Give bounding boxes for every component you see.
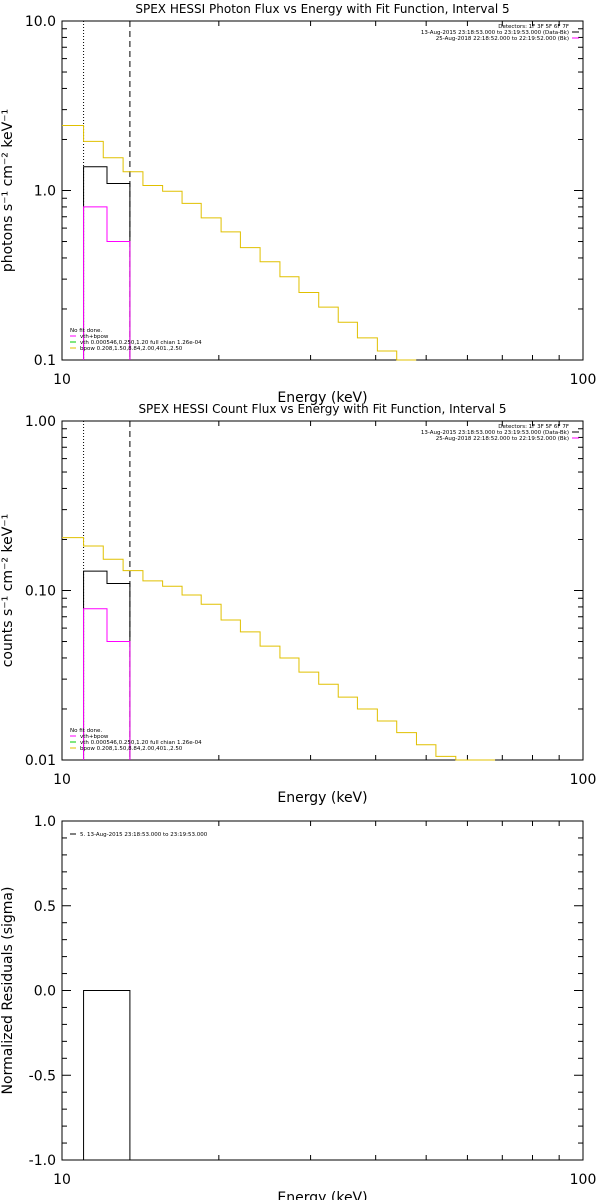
y-tick-label: 0.0 bbox=[34, 984, 56, 1000]
chart-title: SPEX HESSI Photon Flux vs Energy with Fi… bbox=[135, 2, 509, 16]
legend-entry: vth 0.000546,0.250,1.20 full chian 1.26e… bbox=[80, 340, 202, 346]
legend-entry: vth 0.000546,0.250,1.20 full chian 1.26e… bbox=[80, 740, 202, 746]
plot-frame bbox=[61, 420, 584, 761]
x-tick-label: 100 bbox=[570, 772, 597, 788]
plot-frame bbox=[61, 820, 584, 1161]
info-header-line: 25-Aug-2018 22:18:52.000 to 22:19:52.000… bbox=[436, 36, 569, 42]
legend-entry: bpow 0.208,1.50,8.84,2.00,401.,2.50 bbox=[80, 746, 183, 752]
y-tick-label: 1.00 bbox=[25, 414, 56, 430]
data-series-line bbox=[83, 206, 131, 360]
y-axis-label: photons s⁻¹ cm⁻² keV⁻¹ bbox=[0, 109, 16, 272]
chart-title: SPEX HESSI Count Flux vs Energy with Fit… bbox=[138, 402, 506, 416]
legend-entry: No fit done. bbox=[70, 728, 102, 734]
y-tick-label: -1.0 bbox=[29, 1153, 56, 1169]
x-axis-label: Energy (keV) bbox=[277, 1190, 367, 1200]
data-series-line bbox=[83, 166, 131, 360]
y-tick-label: 1.0 bbox=[34, 814, 56, 830]
legend-entry: vth+bpow bbox=[80, 334, 109, 340]
info-header-line: 13-Aug-2015 23:18:53.000 to 23:19:53.000… bbox=[421, 30, 569, 36]
x-axis-label: Energy (keV) bbox=[277, 790, 367, 806]
x-axis-label: Energy (keV) bbox=[277, 390, 367, 406]
legend-entry: No fit done. bbox=[70, 328, 102, 334]
info-header-line: 13-Aug-2015 23:18:53.000 to 23:19:53.000… bbox=[421, 430, 569, 436]
legend-entry: vth+bpow bbox=[80, 734, 109, 740]
y-tick-label: 0.01 bbox=[25, 753, 56, 769]
chart-panel-2: SPEX HESSI Count Flux vs Energy with Fit… bbox=[0, 402, 596, 806]
data-series-line bbox=[62, 537, 496, 761]
y-tick-label: 1.0 bbox=[34, 184, 56, 200]
data-series-line bbox=[83, 608, 131, 760]
chart-panel-3: 10 100 -1.0 -0.5 0.0 0.5 1.0 Energy (keV) Normal… bbox=[0, 814, 596, 1200]
chart-panel-1: SPEX HESSI Photon Flux vs Energy with Fi… bbox=[0, 2, 596, 406]
x-tick-label: 10 bbox=[53, 372, 71, 388]
legend-entry: 5. 13-Aug-2015 23:18:53.000 to 23:19:53.… bbox=[80, 832, 208, 838]
y-tick-label: 10.0 bbox=[25, 14, 56, 30]
y-tick-label: 0.10 bbox=[25, 584, 56, 600]
plot-frame bbox=[61, 20, 584, 361]
y-tick-label: -0.5 bbox=[29, 1068, 56, 1084]
info-header-line: Detectors: 1F 3F 5F 6F 7F bbox=[498, 24, 569, 30]
x-tick-label: 10 bbox=[53, 1172, 71, 1188]
residual-bar bbox=[83, 990, 131, 1161]
data-series-line bbox=[83, 570, 131, 760]
info-header-line: 25-Aug-2018 22:18:52.000 to 22:19:52.000… bbox=[436, 436, 569, 442]
y-axis-label: Normalized Residuals (sigma) bbox=[0, 887, 16, 1095]
data-series-line bbox=[62, 124, 417, 361]
y-axis-label: counts s⁻¹ cm⁻² keV⁻¹ bbox=[0, 514, 16, 668]
info-header-line: Detectors: 1F 3F 5F 6F 7F bbox=[498, 424, 569, 430]
legend-entry: bpow 0.208,1.50,8.84,2.00,401.,2.50 bbox=[80, 346, 183, 352]
y-tick-label: 0.5 bbox=[34, 899, 56, 915]
y-tick-label: 0.1 bbox=[34, 353, 56, 369]
x-tick-label: 10 bbox=[53, 772, 71, 788]
x-tick-label: 100 bbox=[570, 1172, 597, 1188]
x-tick-label: 100 bbox=[570, 372, 597, 388]
